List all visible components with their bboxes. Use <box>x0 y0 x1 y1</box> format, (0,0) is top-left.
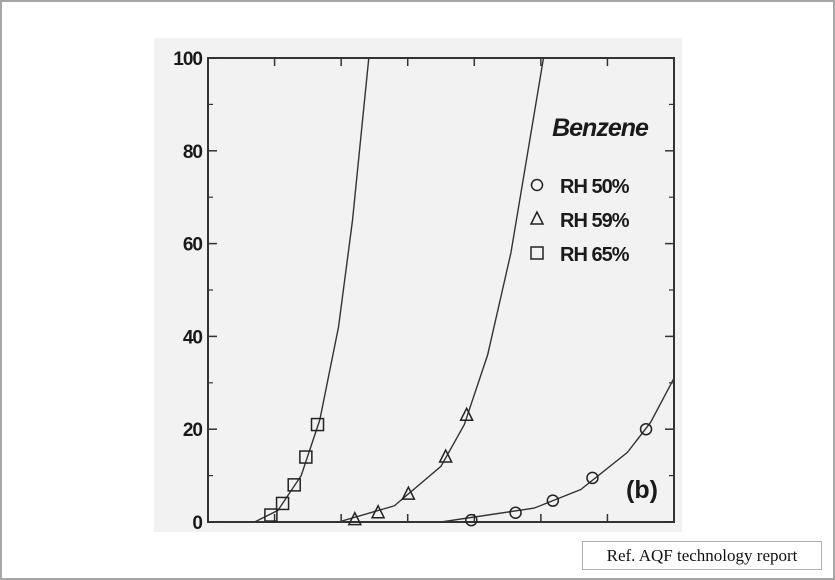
legend-label-rh-50: RH 50% <box>560 176 630 198</box>
reference-note: Ref. AQF technology report <box>582 541 822 570</box>
data-point-rh-65 <box>287 478 301 492</box>
fit-curve-rh-65 <box>254 58 370 522</box>
y-tick-label: 60 <box>183 235 203 256</box>
data-point-rh-50 <box>546 494 560 507</box>
fit-curve-rh-50 <box>440 376 674 522</box>
y-tick-label: 80 <box>183 142 203 163</box>
legend-label-rh-65: RH 65% <box>560 244 630 266</box>
y-tick-label: 40 <box>183 327 203 348</box>
data-point-rh-59 <box>401 485 416 500</box>
y-tick-label: 100 <box>173 49 202 70</box>
data-point-rh-59 <box>347 511 363 526</box>
data-point-rh-50 <box>639 422 653 436</box>
data-point-rh-59 <box>459 406 474 422</box>
y-tick-label: 0 <box>192 513 202 534</box>
data-point-rh-65 <box>275 496 290 511</box>
panel-label: (b) <box>626 476 658 504</box>
legend-marker-rh-65 <box>530 246 544 260</box>
data-point-rh-65 <box>299 450 313 464</box>
data-point-rh-65 <box>310 417 325 432</box>
plot-panel <box>154 38 682 532</box>
legend-label-rh-59: RH 59% <box>560 210 630 232</box>
legend-title: Benzene <box>552 114 649 142</box>
y-tick-label: 20 <box>183 420 203 441</box>
data-point-rh-65 <box>264 508 278 522</box>
data-point-rh-59 <box>370 504 386 519</box>
data-point-rh-50 <box>586 471 599 485</box>
legend-marker-rh-50 <box>530 178 544 192</box>
data-point-rh-50 <box>509 506 522 519</box>
legend-marker-rh-59 <box>529 210 545 225</box>
fit-curve-rh-59 <box>338 58 545 522</box>
data-point-rh-50 <box>465 513 478 527</box>
data-point-rh-59 <box>438 448 453 463</box>
